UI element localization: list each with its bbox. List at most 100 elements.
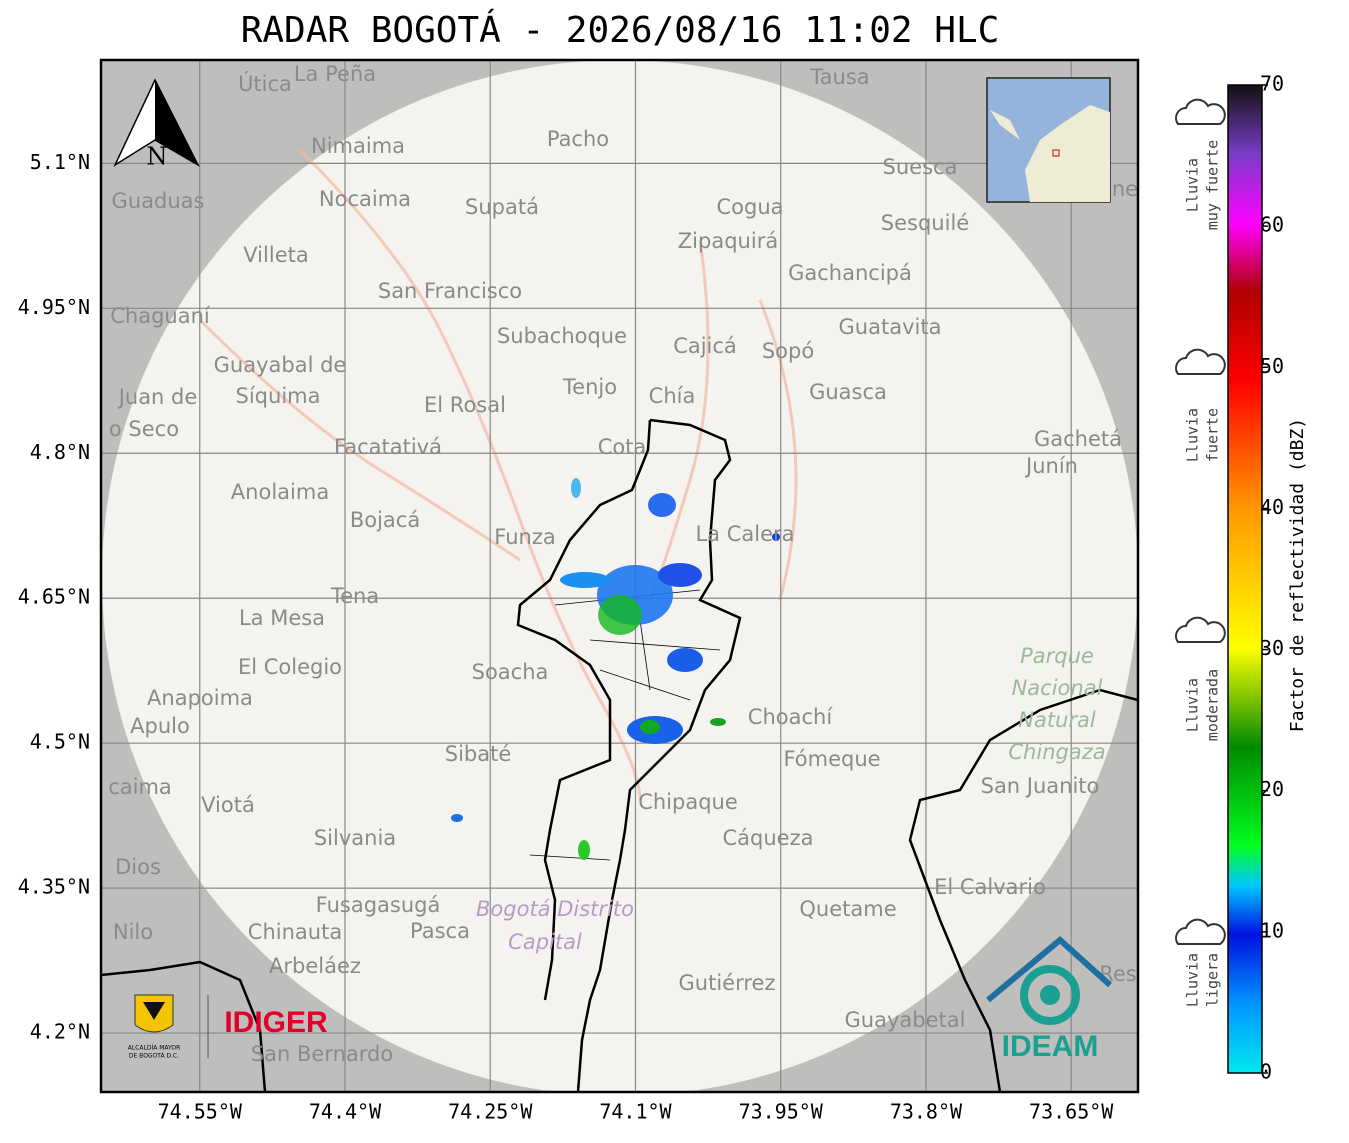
district-label: Bogotá Distrito xyxy=(476,897,634,921)
rain-level: Lluvia moderada xyxy=(1175,616,1226,741)
colorbar-tick-label: 30 xyxy=(1260,636,1284,660)
park-label: Chingaza xyxy=(1008,740,1105,764)
colorbar-tick-label: 20 xyxy=(1260,777,1284,801)
place-label: o Seco xyxy=(109,417,179,441)
place-label: Bojacá xyxy=(350,508,420,532)
ideam-logo: IDEAM xyxy=(986,936,1113,1063)
rain-level-label: muy fuerte xyxy=(1204,140,1222,230)
place-label: Cota xyxy=(598,435,647,459)
y-tick-label: 4.65°N xyxy=(18,585,90,609)
place-label: El Colegio xyxy=(238,655,342,679)
place-label: Guaduas xyxy=(112,189,205,213)
colorbar-tick-label: 40 xyxy=(1260,495,1284,519)
rain-level: Lluvia ligera xyxy=(1175,918,1226,1007)
x-tick-label: 74.1°W xyxy=(599,1100,672,1124)
place-label: Soacha xyxy=(472,660,549,684)
colorbar-tick-label: 60 xyxy=(1260,213,1284,237)
title: RADAR BOGOTÁ - 2026/08/16 11:02 HLC xyxy=(241,9,1000,51)
place-label: Tena xyxy=(330,584,379,608)
place-label: Cajicá xyxy=(673,334,737,358)
y-tick-label: 4.2°N xyxy=(30,1020,90,1044)
place-label: Funza xyxy=(494,525,555,549)
place-label: Arbeláez xyxy=(269,954,361,978)
x-tick-label: 73.65°W xyxy=(1029,1100,1114,1124)
place-label: El Calvario xyxy=(934,875,1046,899)
x-tick-label: 74.55°W xyxy=(158,1100,243,1124)
rain-level-label: fuerte xyxy=(1204,408,1222,462)
place-label: Sesquilé xyxy=(881,211,969,235)
x-tick-label: 74.25°W xyxy=(448,1100,533,1124)
place-label: Pacho xyxy=(547,127,609,151)
place-label: Villeta xyxy=(243,243,308,267)
place-label: Pasca xyxy=(410,919,470,943)
rain-level: Lluvia fuerte xyxy=(1175,348,1226,462)
rain-level-label: Lluvia xyxy=(1184,678,1202,732)
ideam-text: IDEAM xyxy=(1002,1030,1099,1063)
place-label: Anapoima xyxy=(147,686,253,710)
rain-level-label: Lluvia xyxy=(1184,158,1202,212)
place-label: El Rosal xyxy=(424,393,506,417)
place-label: San Juanito xyxy=(981,774,1100,798)
idiger-logo: IDIGER xyxy=(224,1006,328,1039)
colorbar-tick-label: 10 xyxy=(1260,918,1284,942)
place-label: La Peña xyxy=(294,62,376,86)
park-label: Natural xyxy=(1018,708,1096,732)
x-tick-label: 73.8°W xyxy=(890,1100,963,1124)
place-label: Chipaque xyxy=(638,790,738,814)
place-label: Chía xyxy=(649,384,696,408)
park-label: Nacional xyxy=(1012,676,1103,700)
north-arrow-label: N xyxy=(147,143,168,171)
rain-level-label: ligera xyxy=(1204,953,1222,1007)
place-label: Guayabal de xyxy=(214,353,347,377)
place-label: Cogua xyxy=(716,195,783,219)
rain-level-label: Lluvia xyxy=(1184,408,1202,462)
cloud-icon xyxy=(1175,348,1226,375)
colorbar-tick-label: 50 xyxy=(1260,354,1284,378)
place-label: caima xyxy=(108,775,172,799)
place-label: Sopó xyxy=(762,339,814,363)
place-label: Junín xyxy=(1024,454,1078,478)
place-label: Facatativá xyxy=(334,435,442,459)
colorbar-tick-label: 0 xyxy=(1260,1060,1272,1084)
place-label: Fómeque xyxy=(783,747,880,771)
y-tick-label: 4.35°N xyxy=(18,875,90,899)
place-label: La Calera xyxy=(695,522,794,546)
y-tick-label: 5.1°N xyxy=(30,150,90,174)
x-tick-label: 74.4°W xyxy=(309,1100,382,1124)
y-tick-label: 4.5°N xyxy=(30,730,90,754)
place-label: Chaguaní xyxy=(110,304,211,328)
y-tick-label: 4.8°N xyxy=(30,440,90,464)
colorbar-tick-label: 70 xyxy=(1260,72,1284,96)
place-label: Nilo xyxy=(113,920,153,944)
place-label: Cáqueza xyxy=(723,826,814,850)
place-label: Gachetá xyxy=(1034,427,1122,451)
place-label: Guayabetal xyxy=(845,1008,966,1032)
place-label: Fusagasugá xyxy=(316,893,441,917)
cloud-icon xyxy=(1175,616,1226,643)
place-label: Nocaima xyxy=(319,187,411,211)
y-tick-label: 4.95°N xyxy=(18,295,90,319)
radar-echoes xyxy=(451,478,780,860)
place-label: Gachancipá xyxy=(788,261,912,285)
rain-level: Lluvia muy fuerte xyxy=(1175,98,1226,230)
district-label: Capital xyxy=(508,930,582,954)
place-label: Útica xyxy=(238,71,292,96)
place-label: La Mesa xyxy=(239,606,325,630)
cloud-icon xyxy=(1175,918,1226,945)
place-label: Nimaima xyxy=(311,134,405,158)
place-label: Tausa xyxy=(809,65,869,89)
map-area: Útica La Peña Tausa Pacho Nimaima Guaduas Noca… xyxy=(101,60,1138,1092)
place-label: Apulo xyxy=(130,714,190,738)
place-label: Supatá xyxy=(465,195,539,219)
x-tick-label: 73.95°W xyxy=(739,1100,824,1124)
alcaldia-text: ALCALDÍA MAYOR xyxy=(128,1045,181,1052)
place-label: Anolaima xyxy=(231,480,329,504)
place-label: Guatavita xyxy=(839,315,942,339)
place-label: San Francisco xyxy=(378,279,522,303)
place-label: Guasca xyxy=(809,380,887,404)
rain-level-label: moderada xyxy=(1204,669,1222,741)
park-label: Parque xyxy=(1020,644,1094,668)
place-label: Suesca xyxy=(883,155,958,179)
place-label: Gutiérrez xyxy=(679,971,776,995)
place-label: Subachoque xyxy=(497,324,627,348)
